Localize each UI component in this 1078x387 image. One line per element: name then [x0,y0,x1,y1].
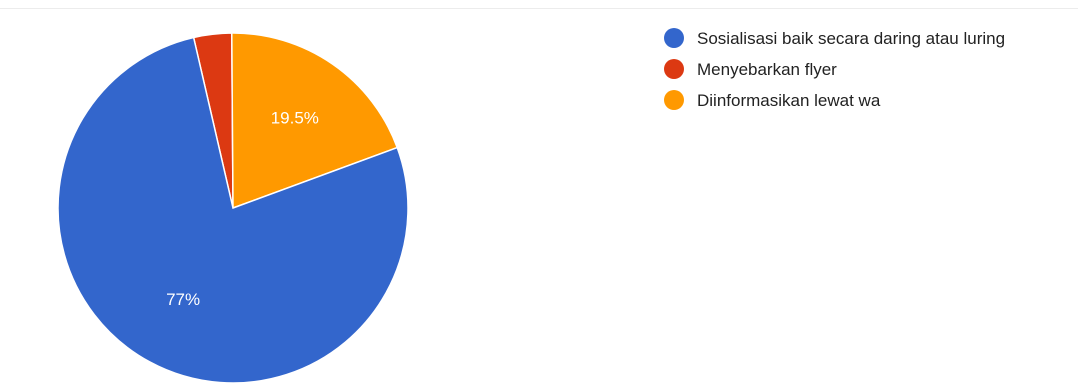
header-divider [0,0,1078,9]
slice-label-wa: 19.5% [271,108,319,127]
legend-label-sosialisasi: Sosialisasi baik secara daring atau luri… [697,29,1006,48]
pie-chart: 19.5% 77% [57,32,409,384]
legend-swatch-sosialisasi [664,28,684,48]
legend-swatch-wa [664,90,684,110]
pie-slice-wa[interactable] [231,32,399,210]
legend-item-flyer[interactable]: Menyebarkan flyer [664,58,1074,82]
legend-item-sosialisasi[interactable]: Sosialisasi baik secara daring atau luri… [664,27,1074,51]
pie-slice-sosialisasi[interactable] [57,36,409,384]
slice-label-sosialisasi: 77% [166,290,200,309]
legend-swatch-flyer [664,59,684,79]
chart-legend: Sosialisasi baik secara daring atau luri… [664,27,1074,120]
legend-item-wa[interactable]: Diinformasikan lewat wa [664,89,1074,113]
legend-label-wa: Diinformasikan lewat wa [697,91,881,110]
legend-label-flyer: Menyebarkan flyer [697,60,837,79]
